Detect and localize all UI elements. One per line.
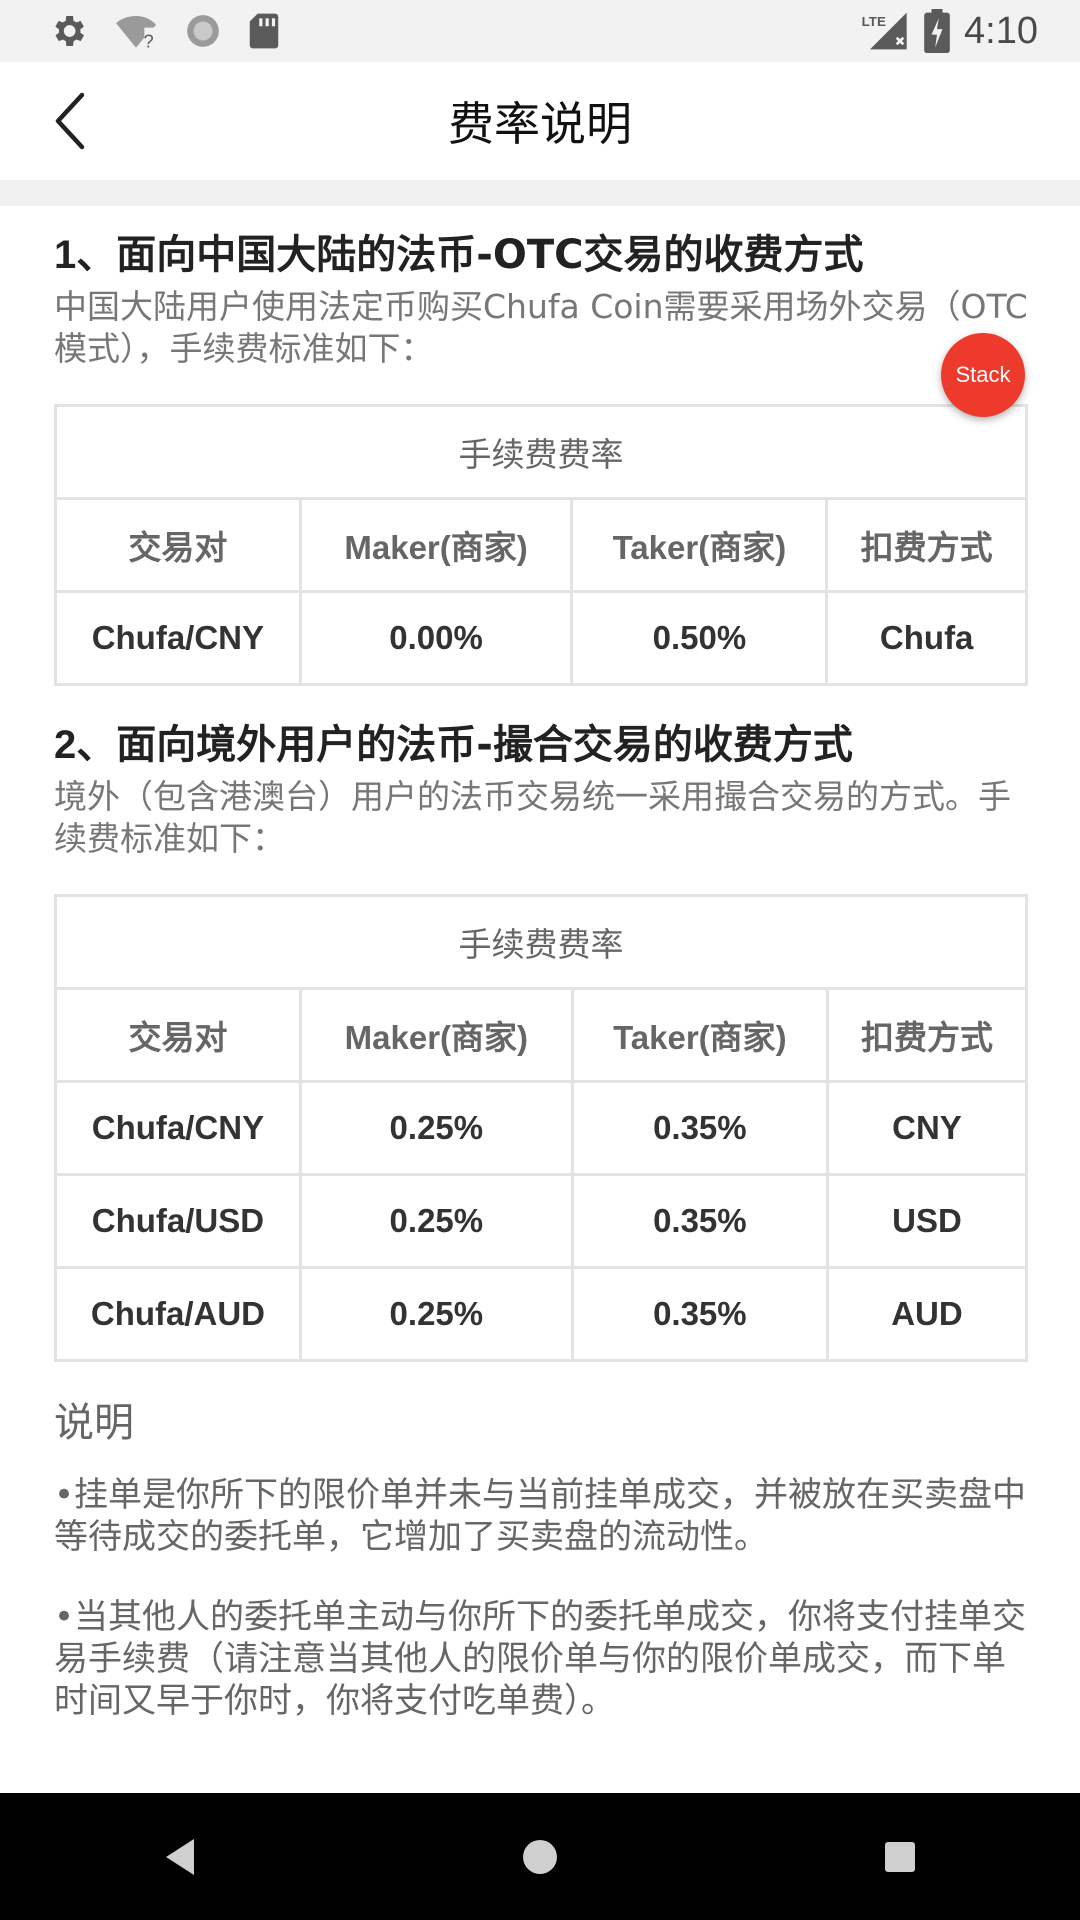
header-divider (0, 180, 1080, 206)
wifi-unknown-icon: ? (114, 11, 158, 51)
table-cell: Chufa/CNY (54, 590, 302, 686)
table-cell: CNY (825, 1080, 1029, 1176)
table-cell: 0.50% (570, 590, 829, 686)
column-header: Taker(商家) (570, 497, 829, 593)
home-circle-icon (523, 1839, 557, 1874)
system-nav-bar (0, 1793, 1080, 1920)
nav-back-button[interactable] (125, 1802, 235, 1912)
table-cell: Chufa/USD (54, 1173, 302, 1269)
chevron-left-icon (55, 92, 85, 150)
table-cell: 0.35% (570, 1173, 829, 1269)
nav-recents-button[interactable] (845, 1802, 955, 1912)
fee-content: 1、面向中国大陆的法币-OTC交易的收费方式 中国大陆用户使用法定币购买Chuf… (54, 206, 1029, 1760)
matching-fee-table: 手续费费率 交易对 Maker(商家) Taker(商家) 扣费方式 Chufa… (54, 894, 1029, 1362)
recents-square-icon (885, 1841, 915, 1872)
table-cell: Chufa (825, 590, 1028, 686)
column-header: Maker(商家) (298, 497, 574, 593)
table-cell: USD (825, 1173, 1029, 1269)
table-row: Chufa/CNY 0.25% 0.35% CNY (54, 1080, 1029, 1176)
table-cell: 0.35% (570, 1080, 829, 1176)
column-header: 交易对 (54, 497, 302, 593)
svg-text:?: ? (144, 31, 154, 51)
settings-icon (48, 11, 88, 51)
table-cell: Chufa/AUD (54, 1266, 302, 1362)
table-cell: 0.25% (298, 1266, 574, 1362)
status-icons-right: LTE 4:10 (860, 9, 1038, 53)
battery-charging-icon (924, 9, 950, 53)
note-paragraph: •挂单是你所下的限价单并未与当前挂单成交，并被放在买卖盘中等待成交的委托单，它增… (54, 1475, 1027, 1557)
section2-title: 2、面向境外用户的法币-撮合交易的收费方式 (54, 722, 853, 768)
notes-title: 说明 (54, 1400, 134, 1446)
table-cell: 0.25% (298, 1080, 574, 1176)
table-cell: 0.35% (570, 1266, 829, 1362)
sync-icon (184, 12, 222, 50)
table-cell: 0.00% (298, 590, 574, 686)
table-header-row: 交易对 Maker(商家) Taker(商家) 扣费方式 (54, 497, 1028, 593)
nav-home-button[interactable] (485, 1802, 595, 1912)
table-header-row: 交易对 Maker(商家) Taker(商家) 扣费方式 (54, 987, 1029, 1083)
app-bar: 费率说明 (0, 62, 1080, 180)
table-cell: Chufa/CNY (54, 1080, 302, 1176)
svg-text:LTE: LTE (862, 14, 886, 29)
table-row: Chufa/CNY 0.00% 0.50% Chufa (54, 590, 1028, 686)
table-caption: 手续费费率 (54, 894, 1028, 990)
note-paragraph: •当其他人的委托单主动与你所下的委托单成交，你将支付挂单交易手续费（请注意当其他… (54, 1597, 1027, 1721)
column-header: 交易对 (54, 987, 302, 1083)
stack-floating-button[interactable]: Stack (941, 333, 1025, 417)
status-bar: ? LTE 4:10 (0, 0, 1080, 62)
back-triangle-icon (166, 1838, 194, 1875)
status-time: 4:10 (964, 9, 1038, 52)
column-header: Taker(商家) (570, 987, 829, 1083)
column-header: 扣费方式 (825, 987, 1029, 1083)
section1-title: 1、面向中国大陆的法币-OTC交易的收费方式 (54, 232, 864, 278)
section1-description: 中国大陆用户使用法定币购买Chufa Coin需要采用场外交易（OTC模式），手… (54, 287, 1028, 368)
status-icons-left: ? (48, 11, 280, 51)
table-caption-row: 手续费费率 (54, 894, 1028, 990)
table-cell: AUD (825, 1266, 1029, 1362)
lte-signal-icon: LTE (860, 9, 910, 53)
table-cell: 0.25% (298, 1173, 574, 1269)
back-button[interactable] (40, 88, 100, 154)
table-row: Chufa/USD 0.25% 0.35% USD (54, 1173, 1029, 1269)
stack-label: Stack (955, 362, 1011, 387)
table-row: Chufa/AUD 0.25% 0.35% AUD (54, 1266, 1029, 1362)
otc-fee-table: 手续费费率 交易对 Maker(商家) Taker(商家) 扣费方式 Chufa… (54, 404, 1028, 686)
page-title: 费率说明 (448, 97, 632, 151)
table-caption: 手续费费率 (54, 404, 1028, 500)
column-header: Maker(商家) (298, 987, 574, 1083)
table-caption-row: 手续费费率 (54, 404, 1028, 500)
section2-description: 境外（包含港澳台）用户的法币交易统一采用撮合交易的方式。手续费标准如下： (54, 777, 1011, 858)
sd-card-icon (248, 12, 280, 50)
column-header: 扣费方式 (825, 497, 1028, 593)
